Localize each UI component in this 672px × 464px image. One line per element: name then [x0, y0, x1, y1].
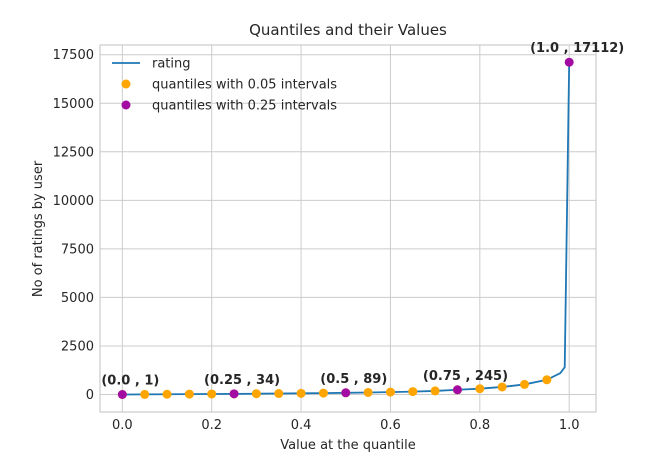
- quantile-point-005: [184, 389, 194, 399]
- quantile-point-025: [564, 57, 574, 67]
- y-tick-label: 17500: [53, 48, 94, 63]
- y-tick-label: 15000: [53, 97, 94, 112]
- y-tick-label: 10000: [53, 194, 94, 209]
- quantile-annotation: (0.0 , 1): [101, 374, 159, 389]
- quantile-point-005: [542, 375, 552, 385]
- quantile-point-005: [408, 387, 418, 397]
- quantile-point-005: [162, 389, 172, 399]
- legend-marker-swatch: [121, 79, 131, 89]
- quantile-point-005: [318, 388, 328, 398]
- legend-marker-swatch: [121, 100, 131, 110]
- annotation-layer: (0.0 , 1) (0.25 , 34) (0.5 , 89) (0.75 , 24…: [101, 41, 624, 388]
- y-axis-label: No of ratings by user: [31, 160, 46, 297]
- quantile-point-025: [452, 385, 462, 395]
- quantile-point-005: [207, 389, 217, 399]
- x-tick-label: 0.0: [112, 418, 133, 433]
- quantile-annotation: (1.0 , 17112): [530, 41, 624, 56]
- chart-title: Quantiles and their Values: [249, 21, 447, 39]
- y-tick-label: 7500: [61, 242, 94, 257]
- legend-label: quantiles with 0.05 intervals: [152, 78, 337, 93]
- tick-labels: 0.0 0.2 0.4 0.6 0.8 1.0 0 2500 5000 7500 10000 1250…: [53, 48, 580, 433]
- x-axis-label: Value at the quantile: [280, 438, 416, 453]
- quantile-point-005: [430, 386, 440, 396]
- x-tick-label: 0.8: [469, 418, 490, 433]
- series-layer: [117, 57, 574, 400]
- quantile-point-005: [251, 389, 261, 399]
- quantile-point-005: [497, 382, 507, 392]
- quantile-point-005: [274, 389, 284, 399]
- x-tick-label: 0.4: [291, 418, 312, 433]
- quantile-point-005: [363, 387, 373, 397]
- y-tick-label: 2500: [61, 339, 94, 354]
- quantile-point-025: [117, 390, 127, 400]
- plot-frame: [99, 44, 597, 413]
- quantile-annotation: (0.25 , 34): [204, 373, 280, 388]
- x-tick-label: 1.0: [559, 418, 580, 433]
- quantile-point-005: [140, 389, 150, 399]
- quantile-point-005: [520, 379, 530, 389]
- legend-label: rating: [152, 57, 191, 72]
- quantile-point-005: [385, 387, 395, 397]
- x-tick-label: 0.6: [380, 418, 401, 433]
- legend: rating quantiles with 0.05 intervals quant…: [112, 57, 337, 114]
- quantile-point-025: [229, 389, 239, 399]
- x-tick-label: 0.2: [201, 418, 222, 433]
- quantile-annotation: (0.75 , 245): [423, 369, 508, 384]
- quantile-point-005: [296, 388, 306, 398]
- legend-label: quantiles with 0.25 intervals: [152, 99, 337, 114]
- y-tick-label: 12500: [53, 145, 94, 160]
- y-tick-label: 5000: [61, 291, 94, 306]
- y-tick-label: 0: [86, 388, 94, 403]
- quantile-point-025: [341, 388, 351, 398]
- quantile-point-005: [475, 384, 485, 394]
- quantile-annotation: (0.5 , 89): [320, 372, 387, 387]
